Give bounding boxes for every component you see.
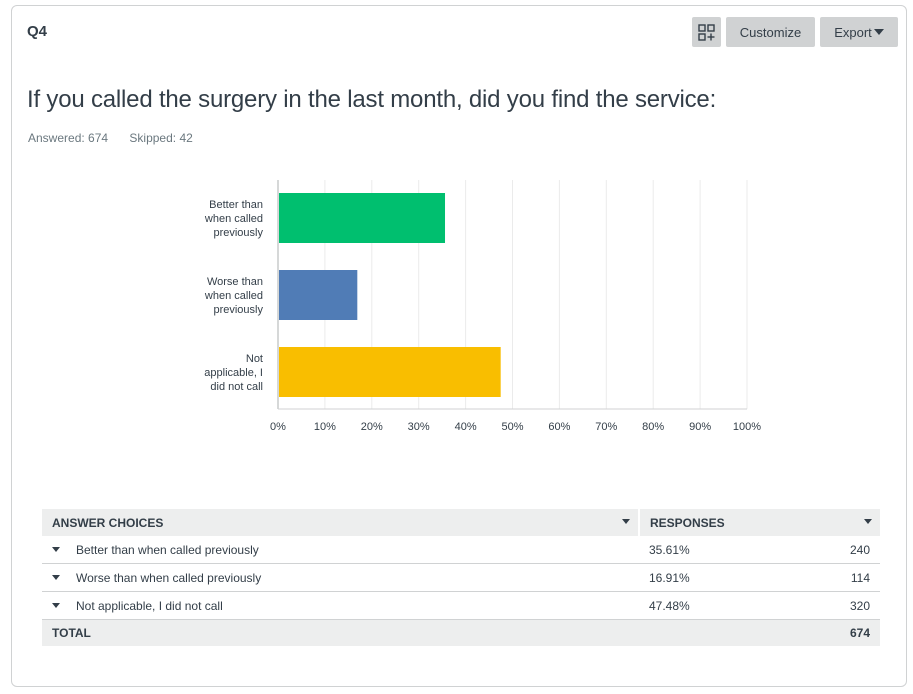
answer-choice-cell[interactable]: Not applicable, I did not call bbox=[42, 591, 639, 620]
expand-caret-icon[interactable] bbox=[52, 574, 60, 580]
x-tick-label: 40% bbox=[455, 421, 477, 433]
bar[interactable] bbox=[279, 347, 501, 397]
x-tick-label: 70% bbox=[595, 421, 617, 433]
answer-choice-cell[interactable]: Better than when called previously bbox=[42, 536, 639, 564]
total-count: 674 bbox=[784, 619, 880, 646]
sort-caret-icon bbox=[622, 519, 630, 524]
response-percent: 16.91% bbox=[639, 563, 785, 592]
chart-x-tick-labels: 0% 10% 20% 30% 40% 50% 60% 70% 80% 90% 100% bbox=[270, 421, 761, 433]
customize-button[interactable]: Customize bbox=[726, 17, 815, 47]
add-grid-icon bbox=[698, 23, 715, 41]
response-count: 320 bbox=[784, 591, 880, 620]
responses-table: ANSWER CHOICES RESPONSES Better than whe… bbox=[42, 509, 880, 646]
question-title: If you called the surgery in the last mo… bbox=[27, 86, 717, 113]
expand-caret-icon[interactable] bbox=[52, 546, 60, 552]
response-percent: 35.61% bbox=[639, 536, 785, 564]
response-count: 114 bbox=[784, 563, 880, 592]
x-tick-label: 30% bbox=[408, 421, 430, 433]
table-row: Worse than when called previously 16.91%… bbox=[42, 563, 880, 592]
total-label: TOTAL bbox=[42, 619, 639, 646]
caret-down-icon bbox=[873, 29, 884, 35]
customize-label: Customize bbox=[739, 24, 802, 40]
responses-header[interactable]: RESPONSES bbox=[639, 509, 880, 536]
bar[interactable] bbox=[279, 193, 446, 243]
total-row: TOTAL 674 bbox=[42, 619, 880, 646]
chart-bars bbox=[279, 193, 501, 397]
x-tick-label: 50% bbox=[501, 421, 523, 433]
response-count: 240 bbox=[784, 536, 880, 564]
x-tick-label: 100% bbox=[733, 421, 761, 433]
expand-caret-icon[interactable] bbox=[52, 602, 60, 608]
skipped-count: Skipped: 42 bbox=[129, 131, 193, 145]
x-tick-label: 60% bbox=[548, 421, 570, 433]
x-tick-label: 80% bbox=[642, 421, 664, 433]
chart-category-labels: Better than when called previously Worse th… bbox=[204, 199, 264, 393]
table-row: Better than when called previously 35.61… bbox=[42, 536, 880, 564]
sort-caret-icon bbox=[864, 519, 872, 524]
question-number: Q4 bbox=[27, 23, 48, 40]
category-label: Worse than when called previously bbox=[204, 276, 264, 316]
table-row: Not applicable, I did not call 47.48% 32… bbox=[42, 591, 880, 620]
add-to-dashboard-button[interactable] bbox=[692, 17, 721, 47]
x-tick-label: 10% bbox=[314, 421, 336, 433]
answer-choices-header[interactable]: ANSWER CHOICES bbox=[42, 509, 640, 536]
x-tick-label: 0% bbox=[270, 421, 286, 433]
answer-choice-cell[interactable]: Worse than when called previously bbox=[42, 563, 639, 592]
export-label: Export bbox=[834, 24, 872, 40]
export-button[interactable]: Export bbox=[820, 17, 898, 47]
bar[interactable] bbox=[279, 270, 358, 320]
x-tick-label: 20% bbox=[361, 421, 383, 433]
answered-count: Answered: 674 bbox=[28, 131, 109, 145]
category-label: Better than when called previously bbox=[204, 199, 264, 239]
response-percent: 47.48% bbox=[639, 591, 785, 620]
x-tick-label: 90% bbox=[689, 421, 711, 433]
response-stats: Answered: 674 Skipped: 42 bbox=[28, 131, 193, 145]
